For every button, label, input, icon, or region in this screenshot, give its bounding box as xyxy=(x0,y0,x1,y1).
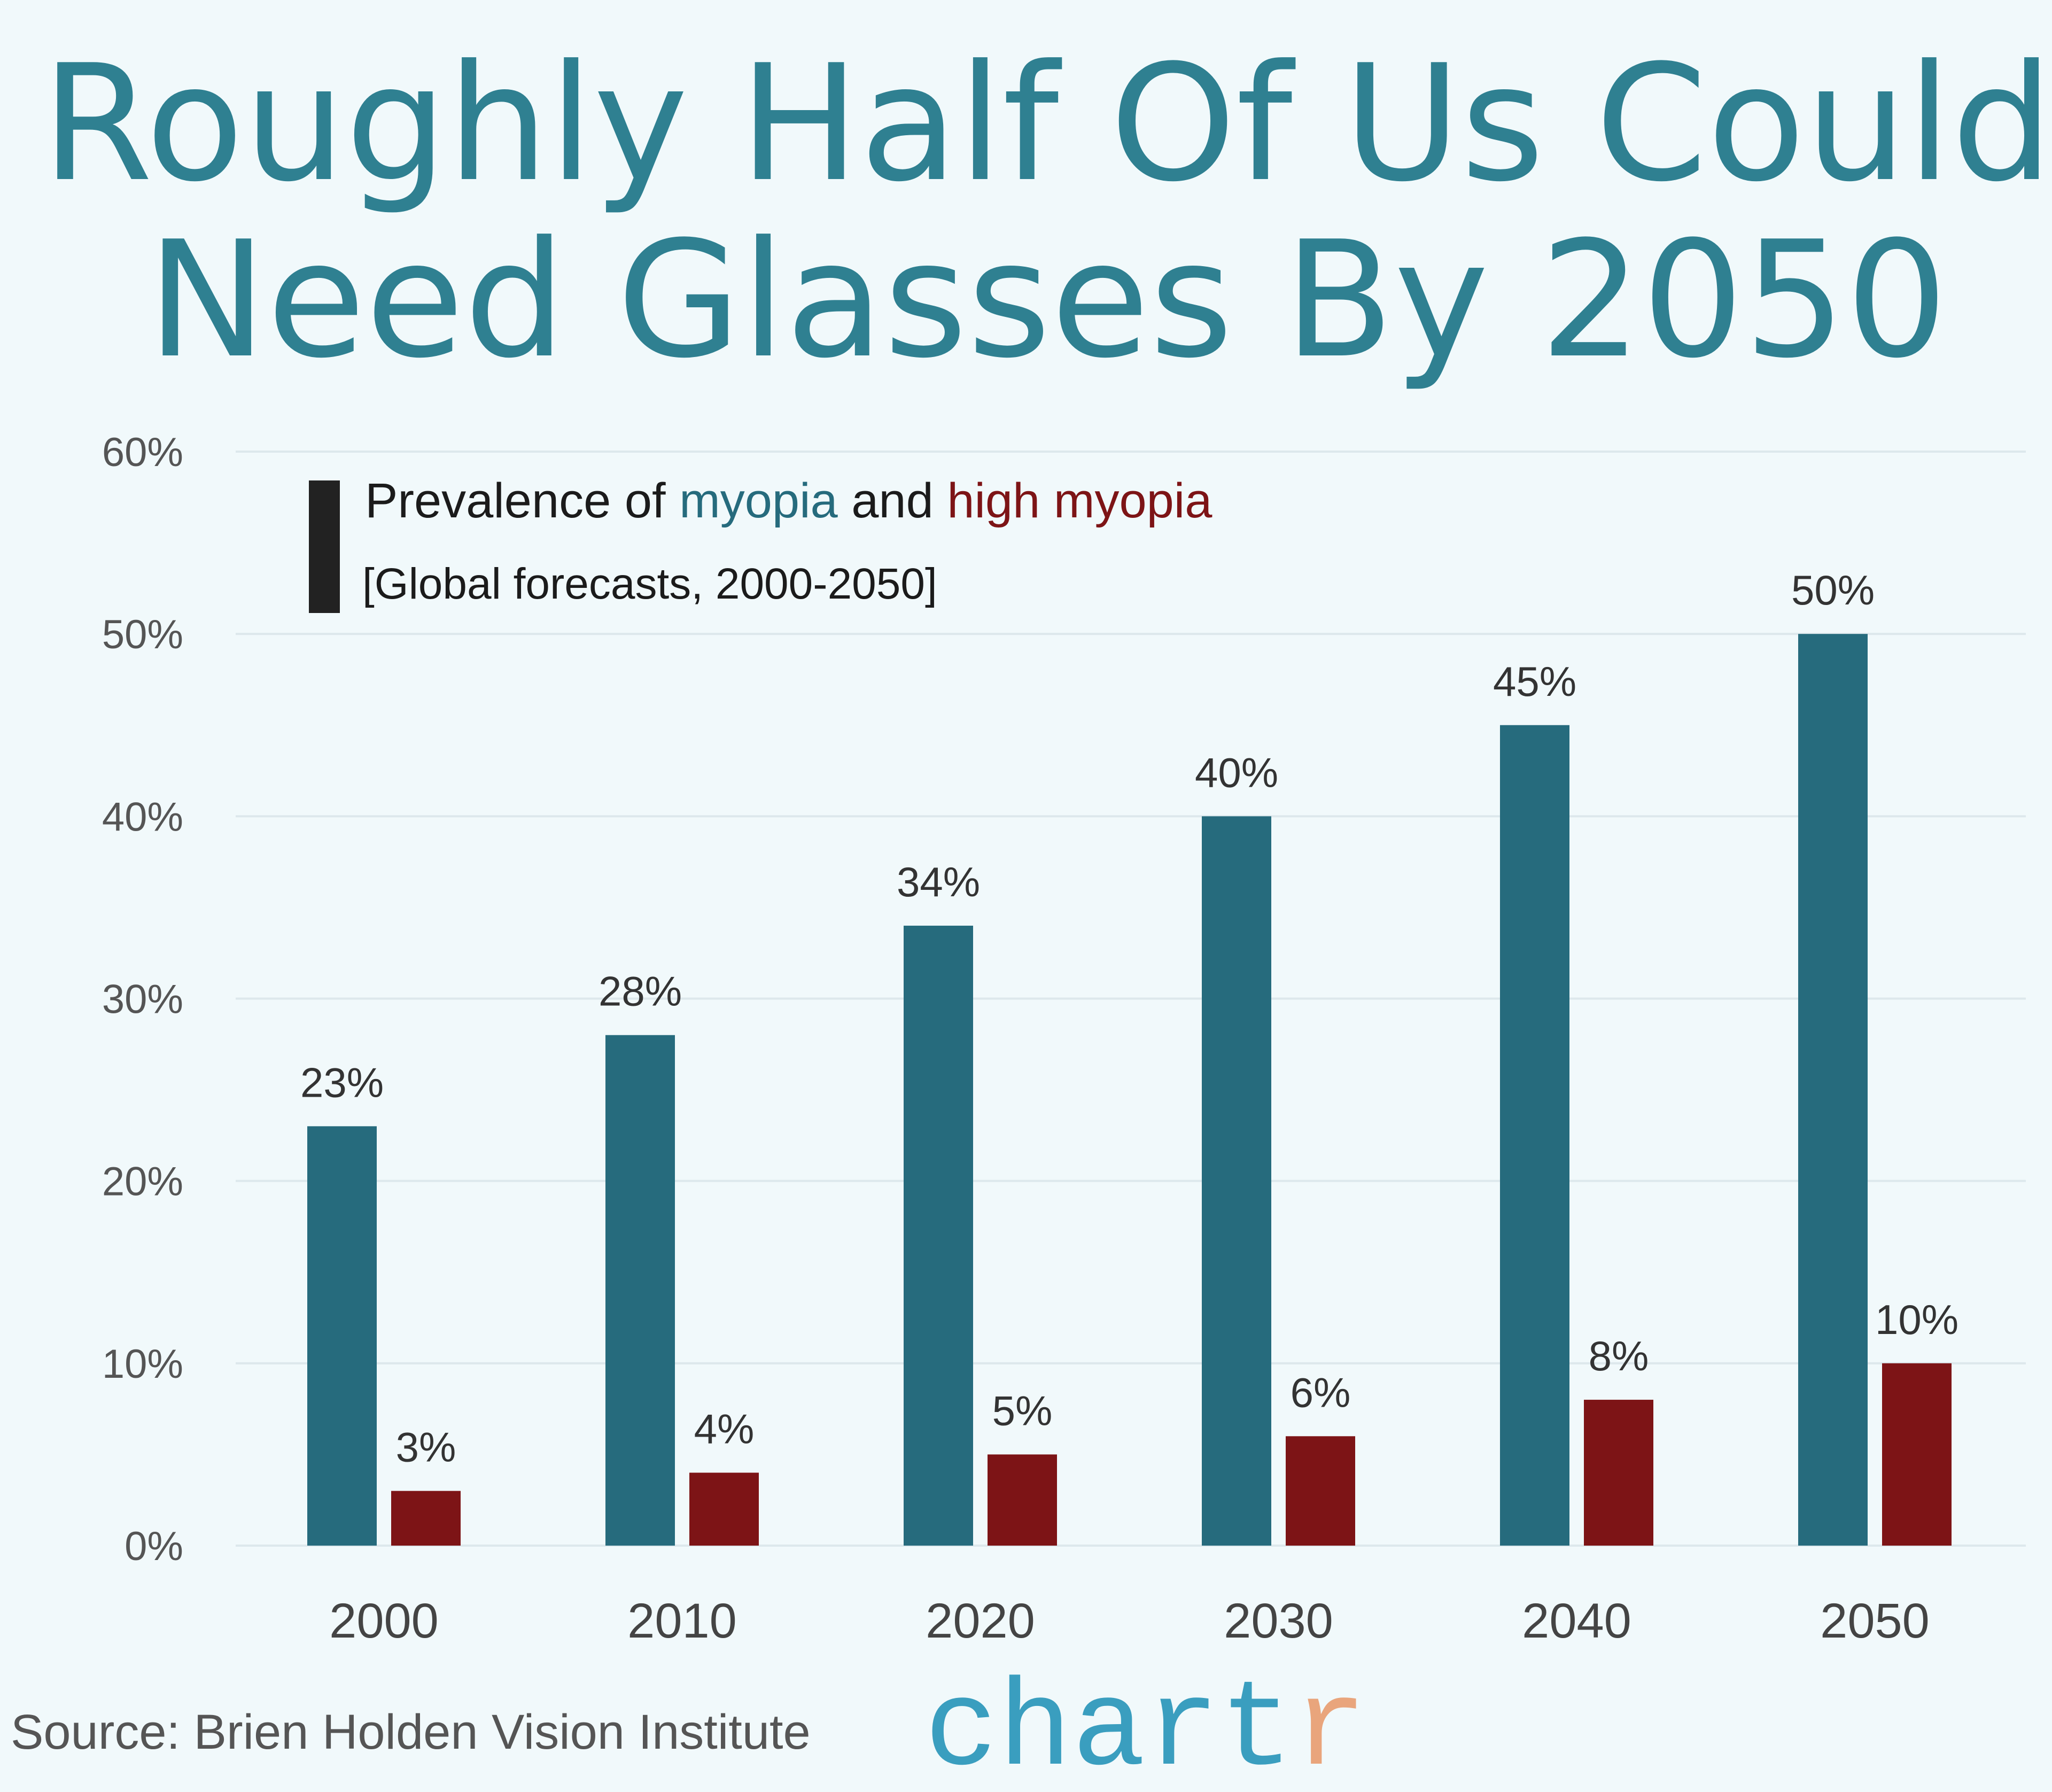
x-tick-label: 2030 xyxy=(1224,1594,1333,1648)
chartr-logo: chartr xyxy=(924,1662,1367,1792)
y-tick-label: 30% xyxy=(102,977,183,1022)
data-label: 28% xyxy=(598,968,682,1015)
value-labels: 23% 3% 28% 4% 34% 5% 40% 6% 45% 8% 50% 10% xyxy=(300,567,1958,1470)
gridlines xyxy=(236,451,2026,1547)
data-label: 4% xyxy=(694,1406,755,1453)
x-axis-ticks: 2000 2010 2020 2030 2040 2050 xyxy=(329,1594,1930,1648)
legend-middle: and xyxy=(838,474,947,528)
x-tick-label: 2020 xyxy=(926,1594,1035,1648)
bar-myopia xyxy=(1202,816,1271,1546)
logo-main: chart xyxy=(924,1662,1293,1792)
bar-myopia xyxy=(605,1035,675,1546)
x-tick-label: 2050 xyxy=(1820,1594,1930,1648)
bar-high-myopia xyxy=(1882,1363,1952,1546)
data-label: 23% xyxy=(300,1059,384,1106)
legend-prefix: Prevalence of xyxy=(365,474,679,528)
x-tick-label: 2010 xyxy=(627,1594,737,1648)
y-tick-label: 60% xyxy=(102,430,183,475)
x-tick-label: 2000 xyxy=(329,1594,439,1648)
bar-myopia xyxy=(1798,634,1868,1546)
legend-myopia: myopia xyxy=(679,474,838,528)
logo-accent: r xyxy=(1293,1662,1367,1792)
bar-high-myopia xyxy=(988,1454,1057,1546)
data-label: 45% xyxy=(1493,658,1576,705)
legend-marker xyxy=(309,480,340,613)
title-line-1: Roughly Half Of Us Could xyxy=(42,30,2052,217)
data-label: 10% xyxy=(1875,1296,1958,1343)
data-label: 34% xyxy=(897,858,980,905)
y-tick-label: 10% xyxy=(102,1341,183,1387)
bar-myopia xyxy=(307,1126,377,1546)
legend: Prevalence of myopia and high myopia [Gl… xyxy=(309,474,1212,613)
bar-high-myopia xyxy=(1584,1400,1653,1546)
y-axis-ticks: 0% 10% 20% 30% 40% 50% 60% xyxy=(102,430,183,1569)
data-label: 40% xyxy=(1195,749,1278,796)
bar-high-myopia xyxy=(689,1472,759,1546)
data-label: 3% xyxy=(396,1424,456,1471)
bars xyxy=(307,634,1952,1546)
data-label: 5% xyxy=(992,1387,1053,1434)
title-line-2: Need Glasses By 2050 xyxy=(147,207,1948,393)
x-tick-label: 2040 xyxy=(1522,1594,1631,1648)
y-tick-label: 0% xyxy=(125,1524,183,1569)
legend-title: Prevalence of myopia and high myopia xyxy=(365,474,1212,528)
y-tick-label: 20% xyxy=(102,1159,183,1205)
y-tick-label: 50% xyxy=(102,612,183,657)
legend-subtitle: [Global forecasts, 2000-2050] xyxy=(362,560,937,608)
bar-myopia xyxy=(1500,725,1569,1546)
y-tick-label: 40% xyxy=(102,794,183,840)
data-label: 50% xyxy=(1791,567,1875,614)
legend-high-myopia: high myopia xyxy=(947,474,1212,528)
data-label: 6% xyxy=(1291,1369,1351,1416)
bar-high-myopia xyxy=(1286,1436,1355,1546)
bar-myopia xyxy=(904,926,973,1546)
source-note: Source: Brien Holden Vision Institute xyxy=(11,1705,811,1759)
bar-high-myopia xyxy=(391,1491,461,1546)
data-label: 8% xyxy=(1589,1332,1649,1379)
